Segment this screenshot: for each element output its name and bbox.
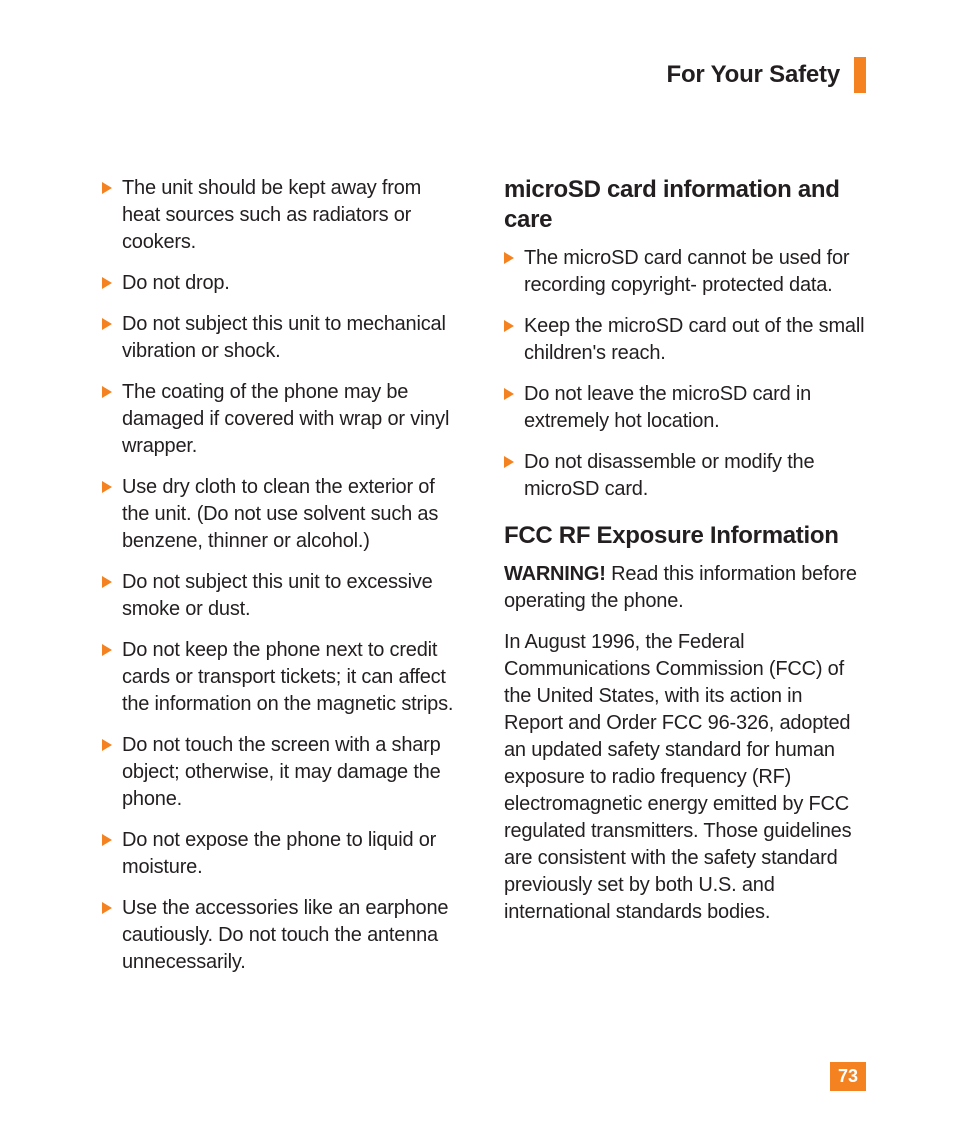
list-item: Do not drop. (102, 270, 464, 297)
list-item-text: Keep the microSD card out of the small c… (524, 315, 864, 364)
triangle-bullet-icon (102, 481, 112, 493)
list-item: Do not subject this unit to mechanical v… (102, 311, 464, 365)
list-item-text: Do not leave the microSD card in extreme… (524, 383, 811, 432)
fcc-body-paragraph: In August 1996, the Federal Communicatio… (504, 629, 866, 926)
list-item-text: Use dry cloth to clean the exterior of t… (122, 476, 438, 552)
warning-label: WARNING! (504, 563, 606, 585)
content-area: The unit should be kept away from heat s… (102, 175, 866, 976)
triangle-bullet-icon (102, 318, 112, 330)
list-item-text: Do not subject this unit to excessive sm… (122, 571, 433, 620)
page-header: For Your Safety (667, 57, 867, 93)
list-item: Do not keep the phone next to credit car… (102, 637, 464, 718)
list-item: The unit should be kept away from heat s… (102, 175, 464, 256)
list-item-text: The coating of the phone may be damaged … (122, 381, 449, 457)
left-column: The unit should be kept away from heat s… (102, 175, 464, 976)
left-bullet-list: The unit should be kept away from heat s… (102, 175, 464, 976)
header-accent-bar (854, 57, 866, 93)
list-item-text: Do not disassemble or modify the microSD… (524, 451, 814, 500)
list-item: Do not touch the screen with a sharp obj… (102, 732, 464, 813)
list-item: Keep the microSD card out of the small c… (504, 313, 866, 367)
fcc-warning-paragraph: WARNING! Read this information before op… (504, 561, 866, 615)
triangle-bullet-icon (102, 902, 112, 914)
header-title: For Your Safety (667, 61, 841, 89)
triangle-bullet-icon (504, 252, 514, 264)
list-item-text: Do not subject this unit to mechanical v… (122, 313, 446, 362)
list-item-text: Do not keep the phone next to credit car… (122, 639, 453, 715)
triangle-bullet-icon (102, 182, 112, 194)
list-item-text: Do not drop. (122, 272, 230, 294)
right-column: microSD card information and care The mi… (504, 175, 866, 976)
list-item-text: Use the accessories like an earphone cau… (122, 897, 448, 973)
triangle-bullet-icon (504, 456, 514, 468)
triangle-bullet-icon (102, 739, 112, 751)
page-number: 73 (830, 1062, 866, 1091)
microsd-bullet-list: The microSD card cannot be used for reco… (504, 245, 866, 503)
list-item: Use the accessories like an earphone cau… (102, 895, 464, 976)
list-item-text: The microSD card cannot be used for reco… (524, 247, 849, 296)
triangle-bullet-icon (102, 386, 112, 398)
triangle-bullet-icon (102, 277, 112, 289)
list-item: Do not disassemble or modify the microSD… (504, 449, 866, 503)
list-item: The microSD card cannot be used for reco… (504, 245, 866, 299)
triangle-bullet-icon (102, 834, 112, 846)
list-item: Use dry cloth to clean the exterior of t… (102, 474, 464, 555)
triangle-bullet-icon (504, 320, 514, 332)
list-item: Do not subject this unit to excessive sm… (102, 569, 464, 623)
list-item-text: Do not expose the phone to liquid or moi… (122, 829, 436, 878)
triangle-bullet-icon (504, 388, 514, 400)
list-item-text: The unit should be kept away from heat s… (122, 177, 421, 253)
triangle-bullet-icon (102, 576, 112, 588)
microsd-heading: microSD card information and care (504, 175, 866, 235)
triangle-bullet-icon (102, 644, 112, 656)
list-item: Do not expose the phone to liquid or moi… (102, 827, 464, 881)
fcc-heading: FCC RF Exposure Information (504, 521, 866, 551)
list-item: Do not leave the microSD card in extreme… (504, 381, 866, 435)
list-item-text: Do not touch the screen with a sharp obj… (122, 734, 441, 810)
list-item: The coating of the phone may be damaged … (102, 379, 464, 460)
